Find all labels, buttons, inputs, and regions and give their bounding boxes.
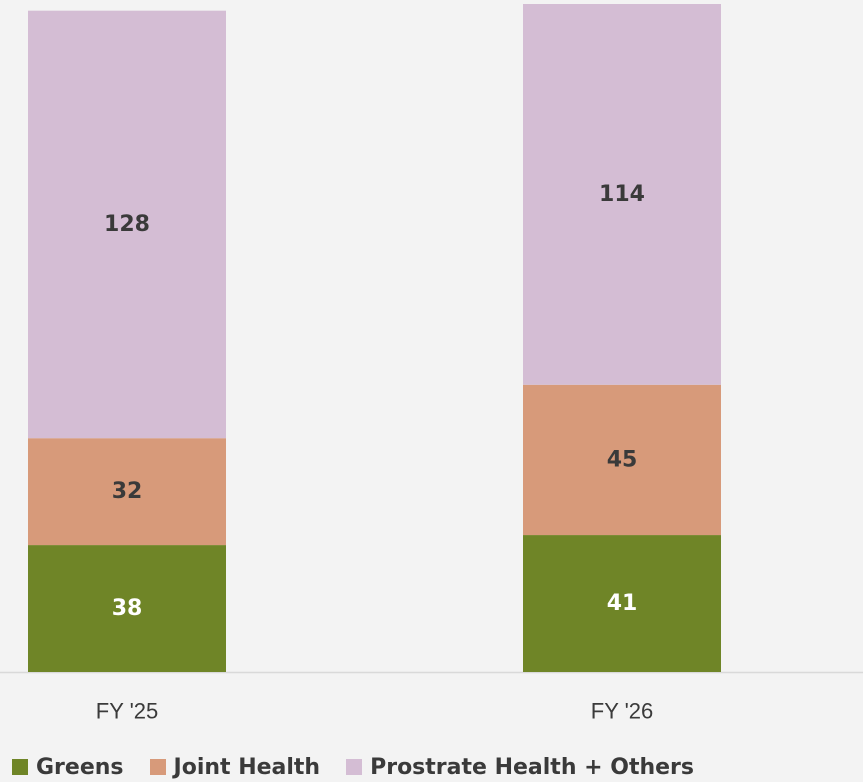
legend-swatch-prostrate-health-others	[346, 759, 363, 775]
bar-greens-fy25	[28, 545, 226, 672]
chart-legend: Greens Joint Health Prostrate Health + O…	[12, 752, 694, 782]
legend-label-greens: Greens	[36, 754, 124, 780]
legend-item-greens: Greens	[12, 755, 124, 780]
data-label-joint-health-fy26: 45	[607, 447, 638, 472]
legend-label-prostrate-health-others: Prostrate Health + Others	[370, 754, 694, 780]
data-label-joint-health-fy25: 32	[112, 479, 143, 504]
bar-prostrate-health-others-fy26	[523, 4, 721, 385]
bar-joint-health-fy26	[523, 384, 721, 536]
x-tick-label-fy26: FY '26	[591, 699, 654, 724]
data-label-greens-fy26: 41	[607, 591, 638, 616]
bar-prostrate-health-others-fy25	[28, 10, 226, 439]
bar-joint-health-fy25	[28, 438, 226, 546]
legend-swatch-joint-health	[149, 759, 166, 775]
legend-swatch-greens	[12, 759, 28, 775]
legend-label-joint-health: Joint Health	[173, 754, 321, 780]
bar-greens-fy26	[523, 535, 721, 672]
data-label-prostrate-health-others-fy25: 128	[104, 212, 150, 237]
legend-item-prostrate-health-others: Prostrate Health + Others	[346, 755, 694, 780]
legend-item-joint-health: Joint Health	[149, 754, 321, 780]
x-tick-label-fy25: FY '25	[96, 699, 159, 724]
data-label-greens-fy25: 38	[112, 596, 143, 621]
data-label-prostrate-health-others-fy26: 114	[599, 182, 645, 207]
